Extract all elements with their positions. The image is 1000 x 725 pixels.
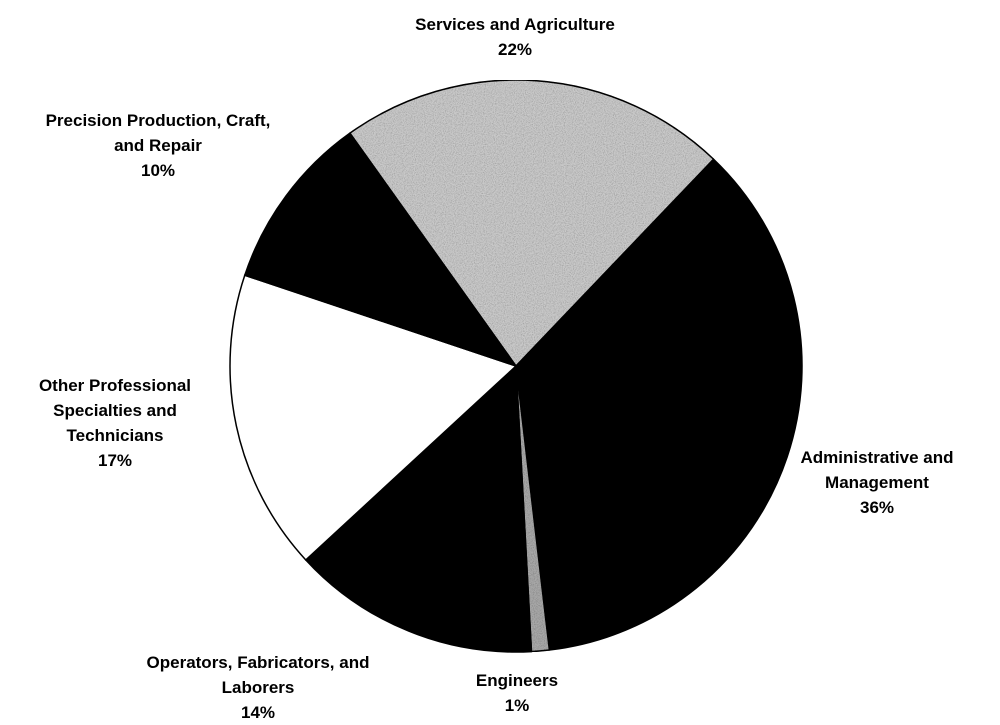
- pie-slice: [243, 132, 518, 368]
- value-label: 22%: [497, 40, 533, 59]
- pie-slice: [229, 274, 518, 562]
- category-label: Engineers: [475, 671, 559, 690]
- pie-slice: [515, 158, 803, 651]
- value-label: 14%: [240, 703, 276, 722]
- category-label: Services and Agriculture: [415, 15, 615, 34]
- slice-label: Engineers 1%: [447, 668, 587, 718]
- slice-label: Operators, Fabricators, and Laborers 14%: [126, 650, 391, 725]
- slice-label: Services and Agriculture 22%: [365, 12, 665, 62]
- slice-label: Administrative and Management 36%: [767, 445, 987, 520]
- value-label: 17%: [97, 451, 133, 470]
- value-label: 10%: [140, 161, 176, 180]
- value-label: 1%: [504, 696, 530, 715]
- value-label: 36%: [859, 498, 895, 517]
- category-label: Operators, Fabricators, and Laborers: [146, 653, 370, 697]
- slice-label: Precision Production, Craft, and Repair 1…: [36, 108, 281, 183]
- pie-slice: [348, 79, 715, 368]
- category-label: Other Professional Specialties and Techn…: [38, 376, 192, 445]
- pie-slice: [304, 364, 533, 653]
- category-label: Precision Production, Craft, and Repair: [45, 111, 271, 155]
- category-label: Administrative and Management: [800, 448, 954, 492]
- slice-label: Other Professional Specialties and Techn…: [8, 373, 223, 473]
